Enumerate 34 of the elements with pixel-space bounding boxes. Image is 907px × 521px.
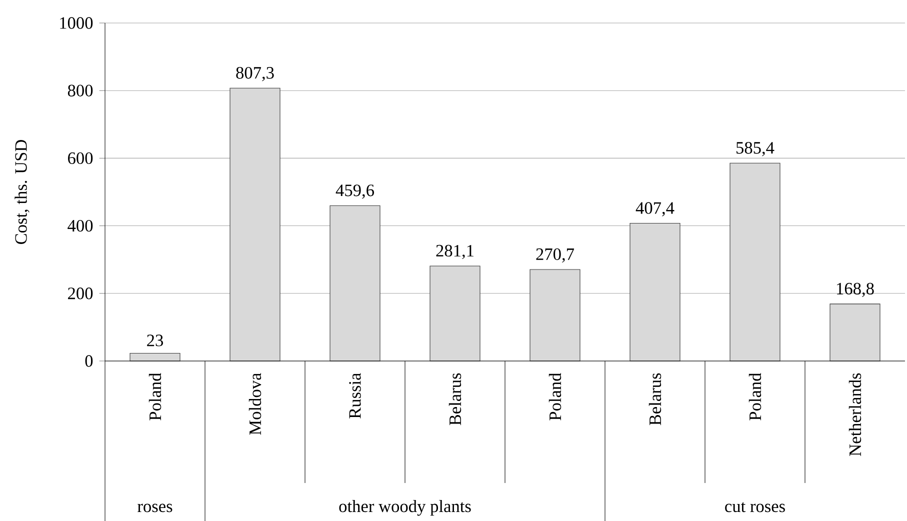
bar <box>530 269 580 362</box>
x-tick-label: Netherlands <box>848 373 862 456</box>
data-label: 168,8 <box>837 282 874 298</box>
bar <box>130 352 180 362</box>
bar <box>430 266 480 362</box>
data-label: 459,6 <box>336 184 374 199</box>
y-tick-label: 1000 <box>60 17 93 29</box>
y-axis-title: Cost, ths. USD <box>14 140 30 244</box>
x-tick-label: Belarus <box>648 373 662 426</box>
bar <box>830 304 880 362</box>
x-tick-label: Poland <box>148 372 162 420</box>
data-label: 23 <box>147 334 163 346</box>
x-tick-label: Poland <box>548 372 562 420</box>
text: roses <box>138 504 172 512</box>
data-label: 270,7 <box>536 248 574 263</box>
text: other woody plants <box>339 500 471 516</box>
y-tick-label: 800 <box>68 84 93 96</box>
data-label: 407,4 <box>636 202 674 216</box>
data-label: 281,1 <box>436 244 474 260</box>
y-tick-label: 400 <box>68 220 93 232</box>
bar <box>630 223 680 362</box>
y-tick-label: 200 <box>68 288 93 300</box>
y-tick-label: 600 <box>68 152 93 164</box>
data-label: 807,3 <box>236 67 274 82</box>
x-tick-label: Moldova <box>248 372 262 435</box>
data-label: 585,4 <box>736 142 774 156</box>
text: cut roses <box>725 502 785 512</box>
bar <box>330 205 380 362</box>
x-tick-label: Belarus <box>448 373 462 426</box>
x-tick-label: Russia <box>349 372 361 418</box>
x-tick-label: Poland <box>748 372 762 420</box>
y-tick-label: 0 <box>85 355 93 367</box>
bar <box>730 162 780 362</box>
bar <box>230 88 280 362</box>
